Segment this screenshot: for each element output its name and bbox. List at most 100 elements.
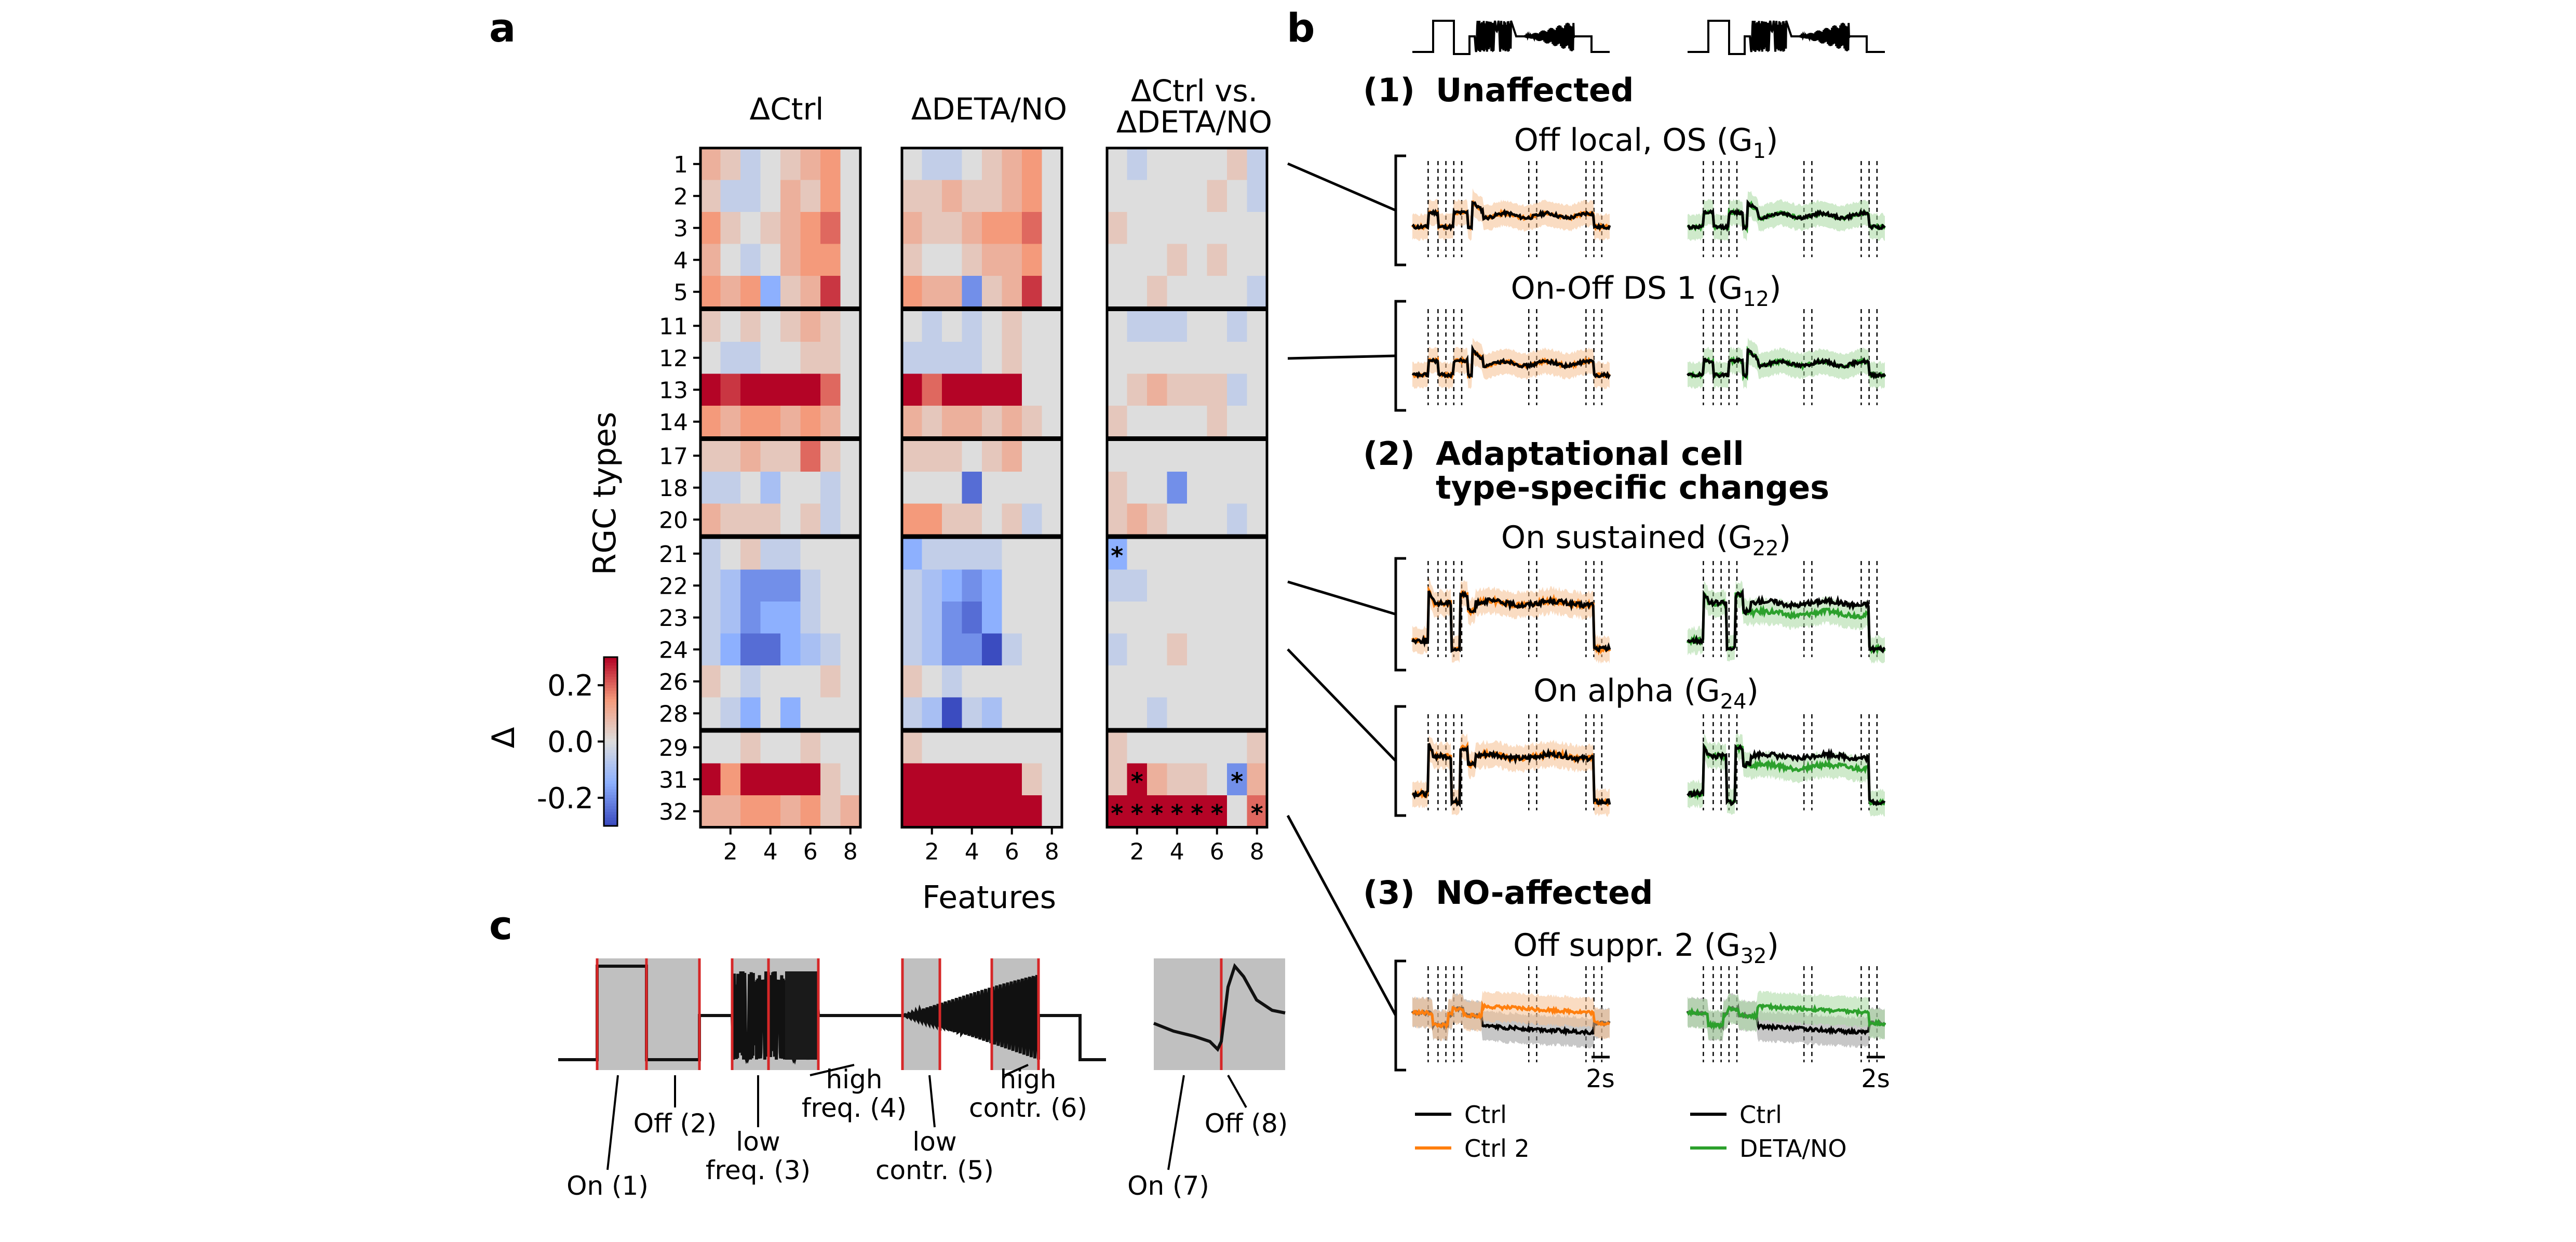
heatmap-cell: [720, 212, 741, 244]
heatmap-cell: [1127, 406, 1148, 438]
heatmap-cell: [902, 731, 922, 764]
heatmap-cell: [1002, 180, 1022, 212]
heatmap-cell: [820, 763, 841, 796]
legend-label: Ctrl: [1464, 1101, 1507, 1129]
heatmap-cell: [1002, 342, 1022, 374]
heatmap-cell: [1227, 602, 1247, 634]
heatmap-cell: [1247, 373, 1267, 406]
heatmap-cell: [700, 439, 721, 472]
heatmap-cell: [1042, 148, 1062, 180]
heatmap-cell: [1107, 212, 1127, 244]
heatmap-cell: [760, 406, 781, 438]
heatmap-cell: [962, 697, 982, 730]
heatmap-cell: [820, 180, 841, 212]
heatmap-cell: [1207, 795, 1228, 827]
heatmap-cell: [962, 148, 982, 180]
colorbar-step: [604, 707, 617, 711]
heatmap-cell: [720, 244, 741, 276]
heatmap-cell: [962, 342, 982, 374]
heatmap-cell: [962, 373, 982, 406]
heatmap-cell: [1022, 310, 1042, 342]
heatmap-cell: [1022, 373, 1042, 406]
trace-line: [1686, 1001, 1886, 1031]
heatmap-cell: [1002, 276, 1022, 308]
heatmap-cell: [942, 310, 962, 342]
heatmap-cell: [922, 472, 942, 504]
trace-line: [1687, 348, 1886, 382]
significance-star: *: [1131, 767, 1143, 795]
colorbar-step: [604, 814, 617, 818]
heatmap-cell: [1127, 212, 1148, 244]
heatmap-cell: [1022, 538, 1042, 570]
heatmap-cell: [1002, 763, 1022, 796]
heatmap-cell: [780, 538, 801, 570]
panel-b: (1) Unaffected (2) Adaptational celltype-sp…: [1286, 71, 1890, 1163]
heatmap-cell: [740, 406, 761, 438]
heatmap-cell: [1002, 795, 1022, 827]
heatmap-cell: [942, 148, 962, 180]
heatmap-cell: [1042, 795, 1062, 827]
heatmap-cell: [982, 180, 1002, 212]
heatmap-cell: [1127, 633, 1148, 666]
heatmap-cell: [942, 795, 962, 827]
heatmap-cell: [840, 472, 861, 504]
significance-star: *: [1231, 767, 1243, 795]
heatmap-cell: [1002, 633, 1022, 666]
heatmap-cell: [820, 538, 841, 570]
heatmap-cell: [1247, 633, 1267, 666]
heatmap-cell: [1042, 439, 1062, 472]
heatmap-cell: [982, 310, 1002, 342]
heatmap-cell: [1107, 731, 1127, 764]
heatmap-cell: [700, 373, 721, 406]
heatmap-cell: [1127, 503, 1148, 536]
heatmap-cell: [1167, 602, 1188, 634]
heatmap-cell: [1042, 633, 1062, 666]
heatmap-cell: [700, 244, 721, 276]
heatmap-cell: [720, 310, 741, 342]
heatmap-cell: [700, 538, 721, 570]
trace-band: [1412, 577, 1610, 664]
row-label: 24: [659, 637, 688, 663]
heatmap-cell: [700, 503, 721, 536]
label-leader: [810, 1064, 855, 1076]
heatmap-cell: [780, 602, 801, 634]
heatmap-cell: [1247, 276, 1267, 308]
heatmap-cell: [1147, 633, 1167, 666]
heatmap-cell: [962, 276, 982, 308]
heatmap-cell: [1167, 276, 1188, 308]
heatmap-cell: [1227, 310, 1247, 342]
heatmap-cell: [942, 373, 962, 406]
heatmap-cell: [1107, 406, 1127, 438]
heatmap-cell: [760, 602, 781, 634]
heatmap-cell: [720, 342, 741, 374]
group-box: [1105, 438, 1269, 537]
heatmap-cell: [1147, 763, 1167, 796]
heatmap-cell: [1247, 731, 1267, 764]
heatmap-cell: [820, 310, 841, 342]
heatmap-cell: [700, 276, 721, 308]
stim-shade: [1154, 958, 1221, 1070]
heatmap-cell: [1107, 665, 1127, 698]
heatmap-cell: [1247, 503, 1267, 536]
colorbar-step: [604, 744, 617, 748]
colorbar-step: [604, 755, 617, 759]
heatmap-cell: [1247, 538, 1267, 570]
heatmap-cell: [1207, 665, 1228, 698]
colorbar-step: [604, 682, 617, 686]
heatmap-cell: [740, 633, 761, 666]
colorbar-step: [604, 699, 617, 703]
heatmap-cell: [1042, 310, 1062, 342]
heatmap-cell: [1002, 310, 1022, 342]
heatmap-cell: [1247, 244, 1267, 276]
heatmap-cell: [800, 373, 821, 406]
heatmap-cell: [1167, 373, 1188, 406]
heatmap-cell: [760, 503, 781, 536]
trace-line: [1411, 344, 1611, 380]
heatmap-cell: [1187, 602, 1207, 634]
heatmap-cell: [1167, 342, 1188, 374]
heatmap-cell: [1227, 569, 1247, 602]
colorbar-step: [604, 736, 617, 740]
heatmap-cell: [982, 472, 1002, 504]
group-box: [1105, 730, 1269, 829]
